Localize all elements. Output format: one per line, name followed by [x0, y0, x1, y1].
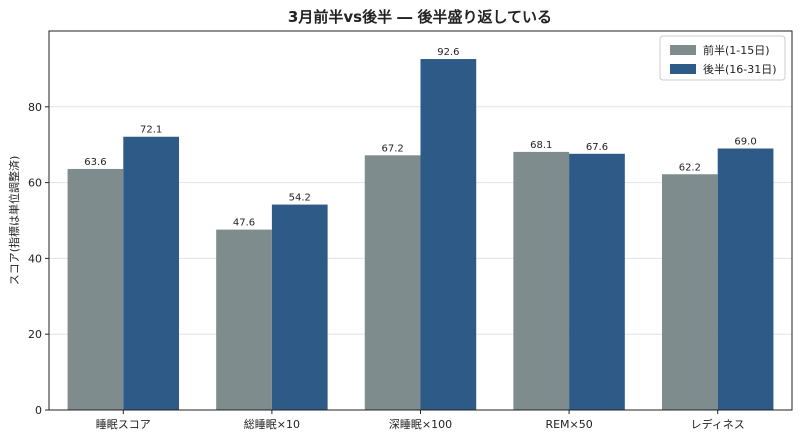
- y-tick-label: 0: [35, 404, 42, 417]
- x-tick-label: レディネス: [691, 417, 745, 431]
- data-labels: 63.6 72.1 47.6 54.2 67.2 92.6 68.1 67.6 62.2 69.0: [84, 47, 756, 229]
- bar-value-label: 69.0: [734, 136, 756, 147]
- bars: [67, 59, 774, 411]
- y-axis: 0 20 40 60 80: [28, 101, 49, 417]
- y-tick-label: 80: [28, 101, 42, 114]
- y-tick-label: 20: [28, 328, 42, 341]
- x-tick-label: REM×50: [545, 418, 592, 431]
- bar-value-label: 63.6: [84, 157, 106, 168]
- x-axis: 睡眠スコア 総睡眠×10 深睡眠×100 REM×50 レディネス: [96, 410, 745, 431]
- bar-value-label: 54.2: [289, 193, 311, 204]
- bar-value-label: 47.6: [233, 218, 255, 229]
- legend-swatch: [670, 45, 696, 55]
- y-axis-label: スコア(指標は単位調整済): [7, 156, 21, 286]
- bar-value-label: 67.2: [382, 143, 404, 154]
- x-tick-label: 総睡眠×10: [244, 417, 300, 431]
- bar-value-label: 92.6: [437, 47, 459, 58]
- bar: [717, 148, 774, 411]
- bar: [123, 136, 180, 410]
- bar-value-label: 67.6: [586, 142, 608, 153]
- x-tick-label: 深睡眠×100: [389, 418, 452, 431]
- bar: [420, 59, 477, 411]
- x-tick-label: 睡眠スコア: [96, 418, 151, 431]
- bar: [271, 204, 328, 410]
- y-tick-label: 60: [28, 177, 42, 190]
- y-tick-label: 40: [28, 252, 42, 265]
- bar: [661, 174, 718, 410]
- bar-value-label: 72.1: [140, 125, 162, 136]
- legend: 前半(1-15日) 後半(16-31日): [659, 35, 786, 81]
- chart-title: 3月前半vs後半 ― 後半盛り返している: [288, 8, 552, 26]
- legend-label: 後半(16-31日): [703, 62, 777, 76]
- bar: [569, 153, 625, 410]
- bar: [364, 155, 421, 410]
- bar: [67, 168, 124, 410]
- bar: [513, 151, 570, 410]
- legend-swatch: [670, 64, 696, 74]
- bar-value-label: 68.1: [530, 140, 552, 151]
- legend-label: 前半(1-15日): [703, 43, 770, 57]
- bar: [216, 229, 272, 410]
- bar-value-label: 62.2: [679, 162, 701, 173]
